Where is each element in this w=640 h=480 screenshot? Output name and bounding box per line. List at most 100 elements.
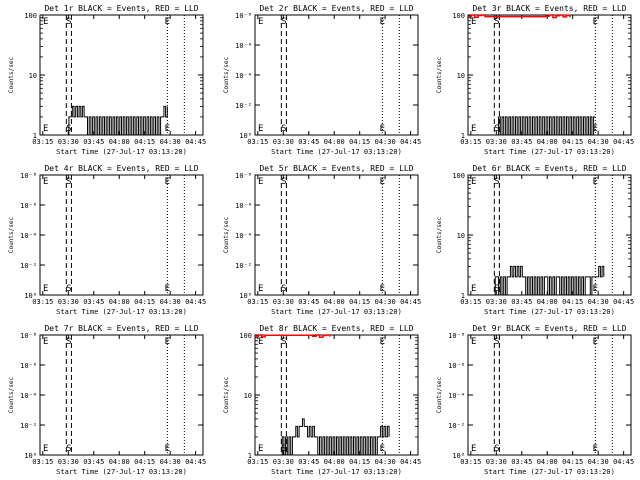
x-tick-label: 03:45 <box>298 298 319 306</box>
x-axis-label: Start Time (27-Jul-17 03:13:20) <box>484 148 615 156</box>
end-marker-left-top: E <box>258 337 263 347</box>
start-marker-bottom: S <box>494 124 499 134</box>
x-tick-label: 04:00 <box>537 138 558 146</box>
x-tick-label: 04:45 <box>613 458 634 466</box>
x-tick-label: 03:15 <box>460 138 481 146</box>
y-tick-label: 10⁻⁴ <box>20 232 37 240</box>
start-marker-top: S <box>66 337 71 347</box>
end-marker-left-bottom: E <box>43 284 48 294</box>
end-marker-left-bottom: E <box>258 444 263 454</box>
x-tick-label: 04:15 <box>349 458 370 466</box>
x-tick-label: 03:45 <box>511 458 532 466</box>
x-axis-label: Start Time (27-Jul-17 03:13:20) <box>484 308 615 316</box>
end-marker-left-bottom: E <box>471 124 476 134</box>
y-tick-label: 1 <box>33 132 37 140</box>
end-marker-bottom: E <box>165 444 170 454</box>
x-tick-label: 04:00 <box>324 298 345 306</box>
end-marker-left-top: E <box>258 17 263 27</box>
panel-title: Det 7r BLACK = Events, RED = LLD <box>44 324 198 333</box>
x-tick-label: 04:00 <box>537 298 558 306</box>
panel-det-8: Det 8r BLACK = Events, RED = LLD Counts/s… <box>223 324 421 476</box>
end-marker-left-bottom: E <box>471 284 476 294</box>
x-tick-label: 04:45 <box>613 298 634 306</box>
end-marker-left-top: E <box>43 17 48 27</box>
x-axis-label: Start Time (27-Jul-17 03:13:20) <box>56 148 187 156</box>
panel-det-2: Det 2r BLACK = Events, RED = LLD Counts/s… <box>223 4 421 156</box>
x-tick-label: 04:15 <box>562 138 583 146</box>
y-tick-label: 10⁻⁸ <box>235 172 252 180</box>
start-marker-bottom: S <box>494 284 499 294</box>
x-tick-label: 04:30 <box>375 458 396 466</box>
y-axis-label: Counts/sec <box>436 57 443 94</box>
end-marker-bottom: E <box>593 444 598 454</box>
y-axis-label: Counts/sec <box>8 217 15 254</box>
end-marker-left-top: E <box>258 177 263 187</box>
events-series-line <box>65 105 168 136</box>
x-tick-label: 04:00 <box>109 458 130 466</box>
plot-frame <box>254 174 419 296</box>
y-tick-label: 10⁻⁸ <box>20 332 37 340</box>
x-tick-label: 04:15 <box>562 298 583 306</box>
x-tick-label: 04:45 <box>400 298 421 306</box>
x-tick-label: 04:00 <box>109 138 130 146</box>
y-tick-label: 10⁻⁴ <box>235 232 252 240</box>
panel-det-6: Det 6r BLACK = Events, RED = LLD Counts/s… <box>436 164 634 316</box>
y-tick-label: 100 <box>24 12 37 20</box>
start-marker-top: S <box>66 177 71 187</box>
x-tick-label: 04:15 <box>134 138 155 146</box>
x-tick-label: 04:45 <box>185 138 206 146</box>
start-marker-bottom: S <box>66 284 71 294</box>
end-marker-bottom: E <box>165 124 170 134</box>
x-tick-label: 03:30 <box>273 458 294 466</box>
panel-det-5: Det 5r BLACK = Events, RED = LLD Counts/s… <box>223 164 421 316</box>
x-tick-label: 04:30 <box>588 458 609 466</box>
x-axis-label: Start Time (27-Jul-17 03:13:20) <box>271 148 402 156</box>
y-tick-label: 10⁻⁶ <box>20 202 37 210</box>
plot-frame <box>39 174 204 296</box>
end-marker-top: E <box>380 17 385 27</box>
y-axis-label: Counts/sec <box>436 217 443 254</box>
y-tick-label: 10⁰ <box>452 452 465 460</box>
x-axis-label: Start Time (27-Jul-17 03:13:20) <box>56 468 187 476</box>
x-tick-label: 03:15 <box>460 458 481 466</box>
end-marker-bottom: E <box>165 284 170 294</box>
panel-title: Det 6r BLACK = Events, RED = LLD <box>472 164 626 173</box>
end-marker-left-top: E <box>43 337 48 347</box>
x-tick-label: 04:15 <box>134 458 155 466</box>
y-tick-label: 10⁻² <box>20 262 37 270</box>
x-tick-label: 03:30 <box>58 138 79 146</box>
x-tick-label: 04:00 <box>324 458 345 466</box>
x-tick-label: 03:15 <box>247 298 268 306</box>
y-axis-label: Counts/sec <box>223 377 230 414</box>
panel-title: Det 9r BLACK = Events, RED = LLD <box>472 324 626 333</box>
y-tick-label: 10⁻⁶ <box>235 42 252 50</box>
end-marker-bottom: E <box>380 284 385 294</box>
x-tick-label: 04:45 <box>400 138 421 146</box>
y-tick-label: 10⁻⁴ <box>448 392 465 400</box>
x-tick-label: 03:30 <box>486 298 507 306</box>
x-tick-label: 03:15 <box>32 458 53 466</box>
end-marker-bottom: E <box>380 444 385 454</box>
panel-title: Det 5r BLACK = Events, RED = LLD <box>259 164 413 173</box>
end-marker-bottom: E <box>380 124 385 134</box>
x-axis-label: Start Time (27-Jul-17 03:13:20) <box>56 308 187 316</box>
x-axis-label: Start Time (27-Jul-17 03:13:20) <box>271 468 402 476</box>
y-tick-label: 10⁻² <box>235 262 252 270</box>
y-tick-label: 10⁻⁸ <box>20 172 37 180</box>
y-tick-label: 10⁻⁸ <box>235 12 252 20</box>
x-tick-label: 03:30 <box>486 458 507 466</box>
x-tick-label: 04:15 <box>349 298 370 306</box>
x-tick-label: 03:15 <box>32 138 53 146</box>
y-tick-label: 1 <box>248 452 252 460</box>
y-axis-label: Counts/sec <box>223 217 230 254</box>
panel-det-3: Det 3r BLACK = Events, RED = LLD Counts/s… <box>436 4 634 156</box>
x-tick-label: 04:45 <box>400 458 421 466</box>
panel-title: Det 1r BLACK = Events, RED = LLD <box>44 4 198 13</box>
y-axis-label: Counts/sec <box>8 57 15 94</box>
end-marker-left-top: E <box>471 177 476 187</box>
y-tick-label: 10 <box>29 72 37 80</box>
end-marker-top: E <box>593 337 598 347</box>
events-series-line <box>493 265 605 296</box>
start-marker-top: S <box>281 17 286 27</box>
start-marker-top: S <box>281 177 286 187</box>
